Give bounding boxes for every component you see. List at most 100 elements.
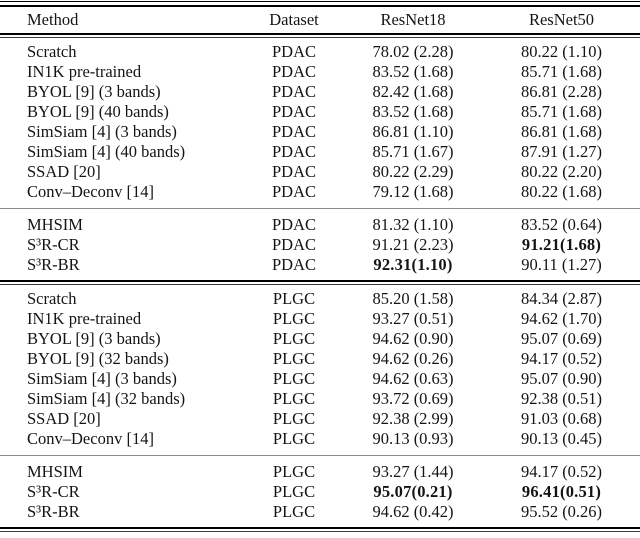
- method-cell: BYOL [9] (32 bands): [27, 349, 169, 368]
- dataset-cell: PDAC: [271, 122, 316, 141]
- column-header-resnet18: ResNet18: [380, 10, 446, 29]
- dataset-cell: PLGC: [272, 429, 316, 448]
- resnet18-cell: 93.27 (0.51): [372, 309, 454, 328]
- method-cell: SimSiam [4] (40 bands): [27, 142, 186, 161]
- method-cell: S³R-CR: [27, 482, 80, 501]
- table-row: BYOL [9] (3 bands) PLGC 94.62 (0.90) 95.07 …: [0, 329, 640, 349]
- dataset-cell: PDAC: [271, 82, 316, 101]
- resnet18-cell: 80.22 (2.29): [372, 162, 454, 181]
- table-row: Scratch PLGC 85.20 (1.58) 84.34 (2.87): [0, 289, 640, 309]
- resnet50-cell: 95.07 (0.90): [520, 369, 603, 388]
- resnet50-cell: 86.81 (2.28): [520, 82, 603, 101]
- column-header-method: Method: [27, 10, 79, 29]
- dataset-cell: PLGC: [272, 329, 316, 348]
- resnet18-cell: 94.62 (0.42): [372, 502, 454, 521]
- resnet18-cell: 93.27 (1.44): [372, 462, 454, 481]
- method-cell: Conv–Deconv [14]: [27, 182, 154, 201]
- resnet18-cell: 91.21 (2.23): [372, 235, 454, 254]
- resnet50-cell: 91.21(1.68): [521, 235, 602, 254]
- resnet18-cell: 95.07(0.21): [373, 482, 453, 501]
- dataset-cell: PDAC: [271, 215, 316, 234]
- method-cell: SimSiam [4] (3 bands): [27, 369, 177, 388]
- method-cell: Conv–Deconv [14]: [27, 429, 154, 448]
- dataset-cell: PLGC: [272, 409, 316, 428]
- table-row: SimSiam [4] (3 bands) PLGC 94.62 (0.63) 95.…: [0, 369, 640, 389]
- method-cell: SSAD [20]: [27, 409, 101, 428]
- resnet50-cell: 96.41(0.51): [521, 482, 602, 501]
- resnet50-cell: 90.11 (1.27): [521, 255, 602, 274]
- dataset-cell: PLGC: [272, 389, 316, 408]
- resnet18-cell: 82.42 (1.68): [372, 82, 454, 101]
- method-cell: IN1K pre-trained: [27, 309, 142, 328]
- resnet50-cell: 80.22 (2.20): [520, 162, 603, 181]
- method-cell: BYOL [9] (40 bands): [27, 102, 169, 121]
- resnet18-cell: 94.62 (0.63): [372, 369, 454, 388]
- dataset-cell: PDAC: [271, 62, 316, 81]
- resnet18-cell: 83.52 (1.68): [372, 62, 454, 81]
- resnet50-cell: 86.81 (1.68): [520, 122, 603, 141]
- table-row: SimSiam [4] (40 bands) PDAC 85.71 (1.67) 87…: [0, 142, 640, 162]
- pdac-proposed-group: MHSIM PDAC 81.32 (1.10) 83.52 (0.64) S³R-CR P…: [0, 213, 640, 277]
- resnet50-cell: 80.22 (1.68): [520, 182, 603, 201]
- dataset-cell: PLGC: [272, 462, 316, 481]
- table-row: MHSIM PDAC 81.32 (1.10) 83.52 (0.64): [0, 215, 640, 235]
- method-cell: BYOL [9] (3 bands): [27, 329, 161, 348]
- resnet18-cell: 90.13 (0.93): [372, 429, 454, 448]
- table-row: SSAD [20] PDAC 80.22 (2.29) 80.22 (2.20): [0, 162, 640, 182]
- resnet50-cell: 84.34 (2.87): [520, 289, 603, 308]
- table-row: S³R-CR PDAC 91.21 (2.23) 91.21(1.68): [0, 235, 640, 255]
- method-cell: BYOL [9] (3 bands): [27, 82, 161, 101]
- method-cell: S³R-BR: [27, 502, 80, 521]
- dataset-cell: PLGC: [272, 482, 316, 501]
- resnet50-cell: 94.17 (0.52): [520, 462, 603, 481]
- method-cell: SimSiam [4] (3 bands): [27, 122, 177, 141]
- resnet50-cell: 95.07 (0.69): [520, 329, 603, 348]
- resnet50-cell: 92.38 (0.51): [520, 389, 603, 408]
- plgc-baselines-group: Scratch PLGC 85.20 (1.58) 84.34 (2.87) IN1K …: [0, 287, 640, 451]
- dataset-cell: PLGC: [272, 289, 316, 308]
- resnet50-cell: 94.62 (1.70): [520, 309, 603, 328]
- dataset-cell: PLGC: [272, 309, 316, 328]
- pdac-baselines-group: Scratch PDAC 78.02 (2.28) 80.22 (1.10) IN1K …: [0, 40, 640, 204]
- dataset-cell: PDAC: [271, 162, 316, 181]
- dataset-cell: PLGC: [272, 369, 316, 388]
- resnet18-cell: 85.20 (1.58): [372, 289, 454, 308]
- method-cell: SimSiam [4] (32 bands): [27, 389, 186, 408]
- table-row: BYOL [9] (32 bands) PLGC 94.62 (0.26) 94.17…: [0, 349, 640, 369]
- table-row: S³R-CR PLGC 95.07(0.21) 96.41(0.51): [0, 482, 640, 502]
- resnet18-cell: 83.52 (1.68): [372, 102, 454, 121]
- table-row: BYOL [9] (3 bands) PDAC 82.42 (1.68) 86.81 …: [0, 82, 640, 102]
- section-plgc: Scratch PLGC 85.20 (1.58) 84.34 (2.87) IN1K …: [0, 285, 640, 527]
- top-rule-thick: [0, 5, 640, 7]
- resnet18-cell: 81.32 (1.10): [372, 215, 454, 234]
- dataset-cell: PDAC: [271, 255, 316, 274]
- bottom-rule-thin: [0, 531, 640, 532]
- table-row: SSAD [20] PLGC 92.38 (2.99) 91.03 (0.68): [0, 409, 640, 429]
- table-row: MHSIM PLGC 93.27 (1.44) 94.17 (0.52): [0, 462, 640, 482]
- resnet50-cell: 87.91 (1.27): [520, 142, 603, 161]
- table-header-row: Method Dataset ResNet18 ResNet50: [0, 7, 640, 33]
- method-cell: S³R-CR: [27, 235, 80, 254]
- method-cell: S³R-BR: [27, 255, 80, 274]
- header-rule-thin: [0, 37, 640, 38]
- mid-rule-thick: [0, 280, 640, 282]
- resnet50-cell: 83.52 (0.64): [520, 215, 603, 234]
- resnet18-cell: 94.62 (0.26): [372, 349, 454, 368]
- resnet50-cell: 90.13 (0.45): [520, 429, 603, 448]
- table-row: S³R-BR PLGC 94.62 (0.42) 95.52 (0.26): [0, 502, 640, 522]
- method-cell: SSAD [20]: [27, 162, 101, 181]
- header-rule-thick: [0, 33, 640, 35]
- bottom-rule-thick: [0, 527, 640, 529]
- dataset-cell: PDAC: [271, 142, 316, 161]
- resnet50-cell: 85.71 (1.68): [520, 102, 603, 121]
- resnet18-cell: 86.81 (1.10): [372, 122, 454, 141]
- method-cell: MHSIM: [27, 462, 83, 481]
- method-cell: Scratch: [27, 289, 77, 308]
- resnet50-cell: 95.52 (0.26): [520, 502, 603, 521]
- method-cell: MHSIM: [27, 215, 83, 234]
- resnet50-cell: 80.22 (1.10): [520, 42, 603, 61]
- resnet50-cell: 91.03 (0.68): [520, 409, 603, 428]
- plgc-proposed-group: MHSIM PLGC 93.27 (1.44) 94.17 (0.52) S³R-CR P…: [0, 460, 640, 524]
- top-rule-thin: [0, 1, 640, 2]
